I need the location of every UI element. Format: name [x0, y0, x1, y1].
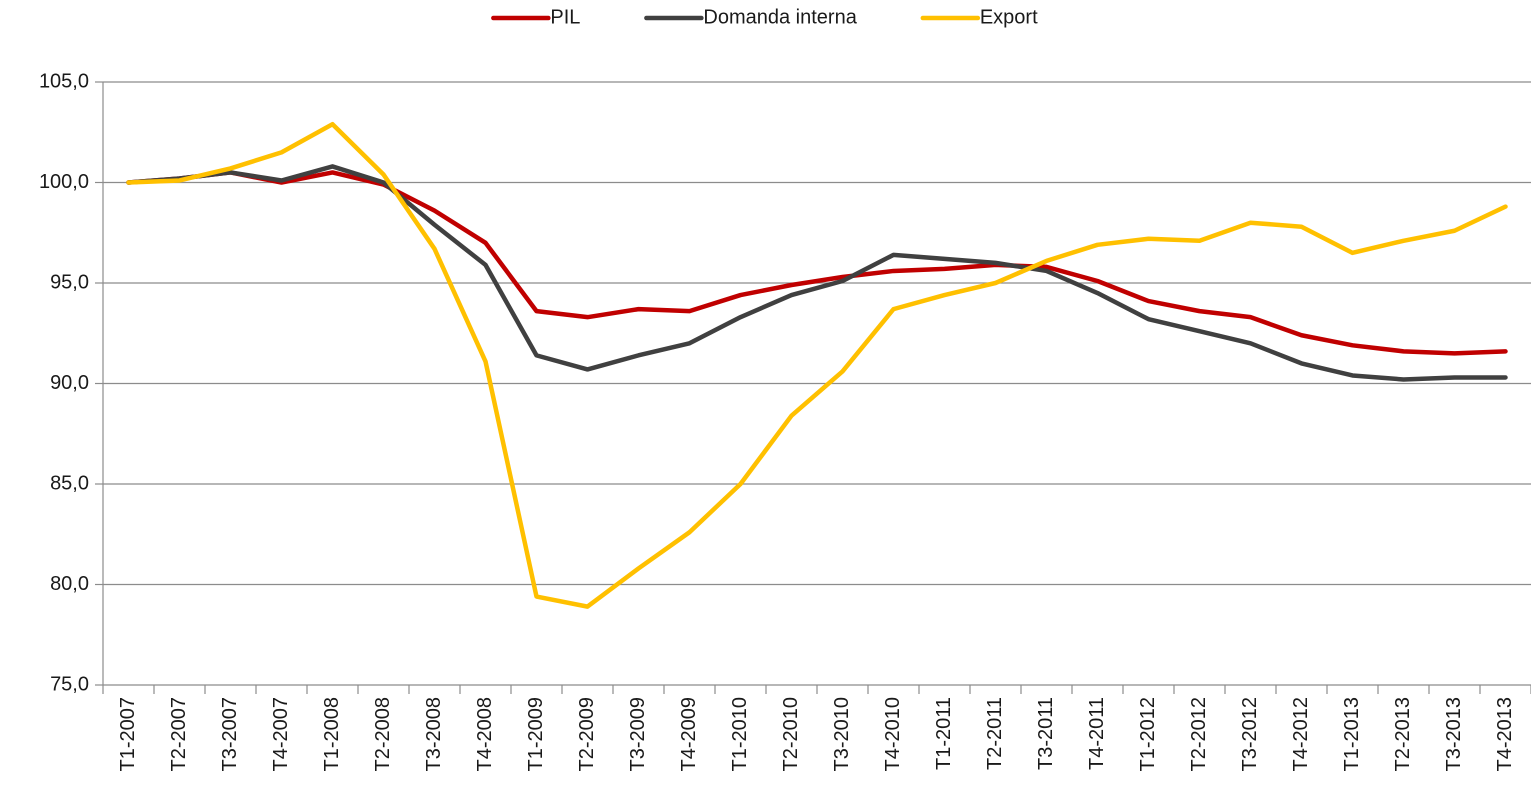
x-tick-label: T4-2010 [882, 697, 904, 772]
x-tick-label: T2-2012 [1188, 697, 1210, 772]
y-tick-label: 105,0 [39, 70, 89, 92]
y-tick-label: 85,0 [50, 472, 89, 494]
legend: PIL Domanda interna Export [491, 6, 1038, 28]
x-tick-label: T1-2013 [1341, 697, 1363, 772]
x-tick-label: T1-2011 [933, 697, 955, 770]
y-tick-label: 100,0 [39, 171, 89, 193]
x-tick-label: T2-2010 [780, 697, 802, 772]
series-line [126, 170, 1508, 356]
legend-label: PIL [550, 6, 580, 28]
x-tick-label: T4-2007 [270, 697, 292, 772]
x-tick-label: T1-2012 [1137, 697, 1159, 772]
x-tick-label: T3-2009 [627, 697, 649, 772]
x-tick-label: T1-2010 [729, 697, 751, 772]
x-tick-label: T4-2012 [1290, 697, 1312, 772]
y-tick-label: 75,0 [50, 673, 89, 695]
x-tick-label: T2-2008 [372, 697, 394, 772]
x-tick-label: T4-2009 [678, 697, 700, 772]
x-tick-label: T4-2008 [474, 697, 496, 772]
x-tick-label: T2-2007 [168, 697, 190, 772]
x-tick-label: T2-2009 [576, 697, 598, 772]
legend-label: Domanda interna [703, 6, 857, 28]
series-line [126, 164, 1508, 382]
series-line [126, 121, 1508, 609]
y-tick-label: 95,0 [50, 271, 89, 293]
x-tick-label: T4-2011 [1086, 697, 1108, 770]
x-tick-label: T1-2009 [525, 697, 547, 772]
x-tick-label: T3-2013 [1443, 697, 1465, 772]
x-tick-label: T3-2012 [1239, 697, 1261, 772]
x-tick-label: T1-2008 [321, 697, 343, 772]
x-tick-label: T3-2011 [1035, 697, 1057, 770]
x-tick-label: T3-2008 [423, 697, 445, 772]
legend-label: Export [980, 6, 1038, 28]
y-tick-label: 80,0 [50, 573, 89, 595]
x-tick-label: T2-2011 [984, 697, 1006, 770]
x-tick-label: T1-2007 [117, 697, 139, 772]
x-tick-label: T2-2013 [1392, 697, 1414, 772]
x-tick-label: T3-2010 [831, 697, 853, 772]
x-tick-label: T4-2013 [1494, 697, 1516, 772]
y-tick-label: 90,0 [50, 372, 89, 394]
x-tick-label: T3-2007 [219, 697, 241, 772]
